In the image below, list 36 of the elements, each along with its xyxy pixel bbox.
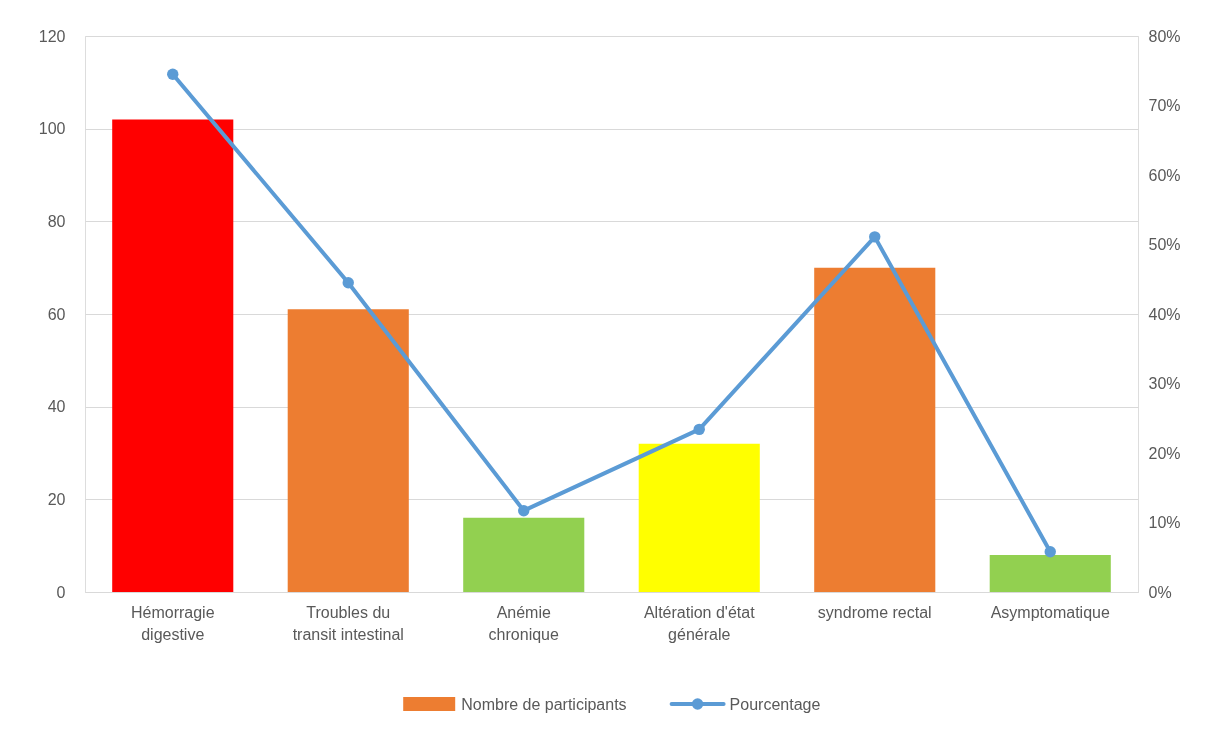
point <box>167 68 179 80</box>
y-tick-label: 20 <box>47 490 66 508</box>
y-tick-label: 40 <box>47 398 66 416</box>
bar <box>112 119 234 592</box>
y2-tick-label: 40% <box>1148 305 1181 323</box>
x-tick-label: Anémie chronique <box>488 603 559 643</box>
y2-tick-label: 30% <box>1148 375 1181 392</box>
y2-tick-label: 60% <box>1148 166 1181 184</box>
x-tick-label: Troubles du transit intestinal <box>292 603 404 643</box>
y2-tick-label: 80% <box>1148 27 1181 45</box>
point <box>342 277 354 289</box>
bar <box>989 554 1111 592</box>
y2-tick-label: 10% <box>1148 514 1181 531</box>
y2-tick-label: 0% <box>1148 583 1172 601</box>
y-tick-label: 120 <box>38 27 66 45</box>
y2-tick-label: 70% <box>1148 97 1181 114</box>
y2-tick-label: 50% <box>1148 236 1181 253</box>
bar <box>638 443 760 592</box>
x-tick-label: syndrome rectal <box>817 603 932 621</box>
legend-label: Nombre de participants <box>461 696 627 713</box>
point <box>869 231 881 243</box>
bar <box>463 517 585 592</box>
point <box>518 505 530 517</box>
x-tick-label: Altération d'état générale <box>643 603 756 643</box>
x-tick-label: Asymptomatique <box>990 603 1110 621</box>
point <box>1044 546 1056 558</box>
y2-tick-label: 20% <box>1148 444 1181 462</box>
y-tick-label: 100 <box>38 120 66 138</box>
bar <box>814 267 936 592</box>
legend-label: Pourcentage <box>729 696 821 713</box>
point <box>693 423 705 436</box>
y-tick-label: 80 <box>47 212 66 230</box>
x-tick-label: Hémorragie digestive <box>130 603 215 643</box>
y-tick-label: 60 <box>47 305 66 323</box>
y-tick-label: 0 <box>56 583 66 601</box>
bar <box>287 309 409 592</box>
